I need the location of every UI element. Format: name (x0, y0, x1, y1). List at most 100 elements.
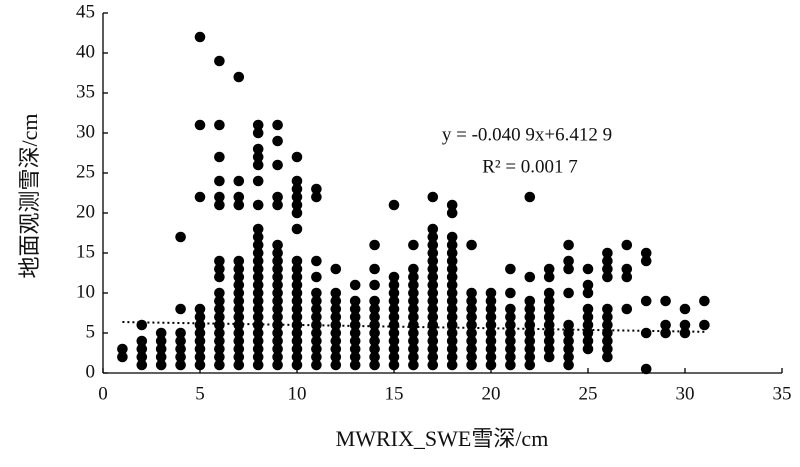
point (214, 303, 225, 315)
point (369, 327, 380, 339)
point (563, 351, 574, 363)
point (252, 279, 264, 291)
point (194, 311, 206, 323)
point (446, 287, 458, 299)
point (214, 311, 225, 323)
point (194, 119, 206, 131)
point (233, 199, 245, 211)
point (602, 335, 613, 347)
point (369, 239, 380, 251)
point (291, 351, 303, 363)
point (330, 311, 342, 323)
point (252, 159, 264, 171)
point (543, 295, 555, 307)
point (194, 335, 206, 347)
point (524, 295, 536, 307)
point (291, 311, 303, 323)
y-tick-label: 0 (86, 361, 96, 382)
point (582, 263, 594, 275)
x-axis-label: MWRIX_SWE雪深/cm (336, 426, 549, 451)
point (427, 303, 439, 315)
point (311, 295, 322, 307)
point (660, 319, 671, 331)
point (155, 327, 167, 339)
point (524, 311, 536, 323)
point (388, 319, 400, 331)
point (291, 287, 303, 299)
y-axis-label: 地面观测雪深/cm (17, 114, 42, 279)
point (252, 199, 264, 211)
y-tick-label: 25 (76, 161, 95, 182)
point (466, 311, 477, 323)
point (349, 343, 361, 355)
point (330, 359, 342, 371)
point (446, 199, 458, 211)
point (233, 175, 245, 187)
point (640, 327, 652, 339)
point (388, 199, 400, 211)
point (446, 343, 458, 355)
point (369, 351, 380, 363)
point (640, 247, 652, 259)
point (446, 263, 458, 275)
y-tick-label: 5 (86, 321, 96, 342)
point (214, 359, 225, 371)
point (155, 359, 167, 371)
point (427, 327, 439, 339)
point (330, 343, 342, 355)
point (427, 263, 439, 275)
point (408, 327, 419, 339)
point (388, 303, 400, 315)
point (563, 359, 574, 371)
point (214, 271, 225, 283)
point (505, 335, 516, 347)
point (466, 327, 477, 339)
point (427, 287, 439, 299)
point (252, 231, 264, 243)
point (388, 359, 400, 371)
y-tick-label: 35 (76, 81, 95, 102)
point (466, 359, 477, 371)
point (466, 351, 477, 363)
point (408, 279, 419, 291)
point (252, 175, 264, 187)
point (291, 279, 303, 291)
point (252, 143, 264, 155)
point (233, 271, 245, 283)
point (272, 247, 283, 259)
point (311, 319, 322, 331)
point (330, 303, 342, 315)
point (155, 343, 167, 355)
point (272, 295, 283, 307)
point (602, 351, 613, 363)
point (543, 287, 555, 299)
point (272, 359, 283, 371)
point (252, 295, 264, 307)
point (543, 319, 555, 331)
point (214, 287, 225, 299)
point (640, 363, 652, 375)
point (582, 287, 594, 299)
point (252, 271, 264, 283)
point (291, 175, 303, 187)
point (505, 351, 516, 363)
point (505, 343, 516, 355)
point (214, 151, 225, 163)
point (233, 311, 245, 323)
point (602, 343, 613, 355)
point (252, 151, 264, 163)
point (699, 295, 710, 307)
point (311, 359, 322, 371)
point (175, 303, 186, 315)
point (369, 311, 380, 323)
point (349, 303, 361, 315)
point (427, 335, 439, 347)
point (311, 303, 322, 315)
point (272, 255, 283, 267)
x-tick-label: 35 (773, 383, 792, 404)
point (252, 223, 264, 235)
point (311, 255, 322, 267)
point (524, 271, 536, 283)
point (543, 271, 555, 283)
